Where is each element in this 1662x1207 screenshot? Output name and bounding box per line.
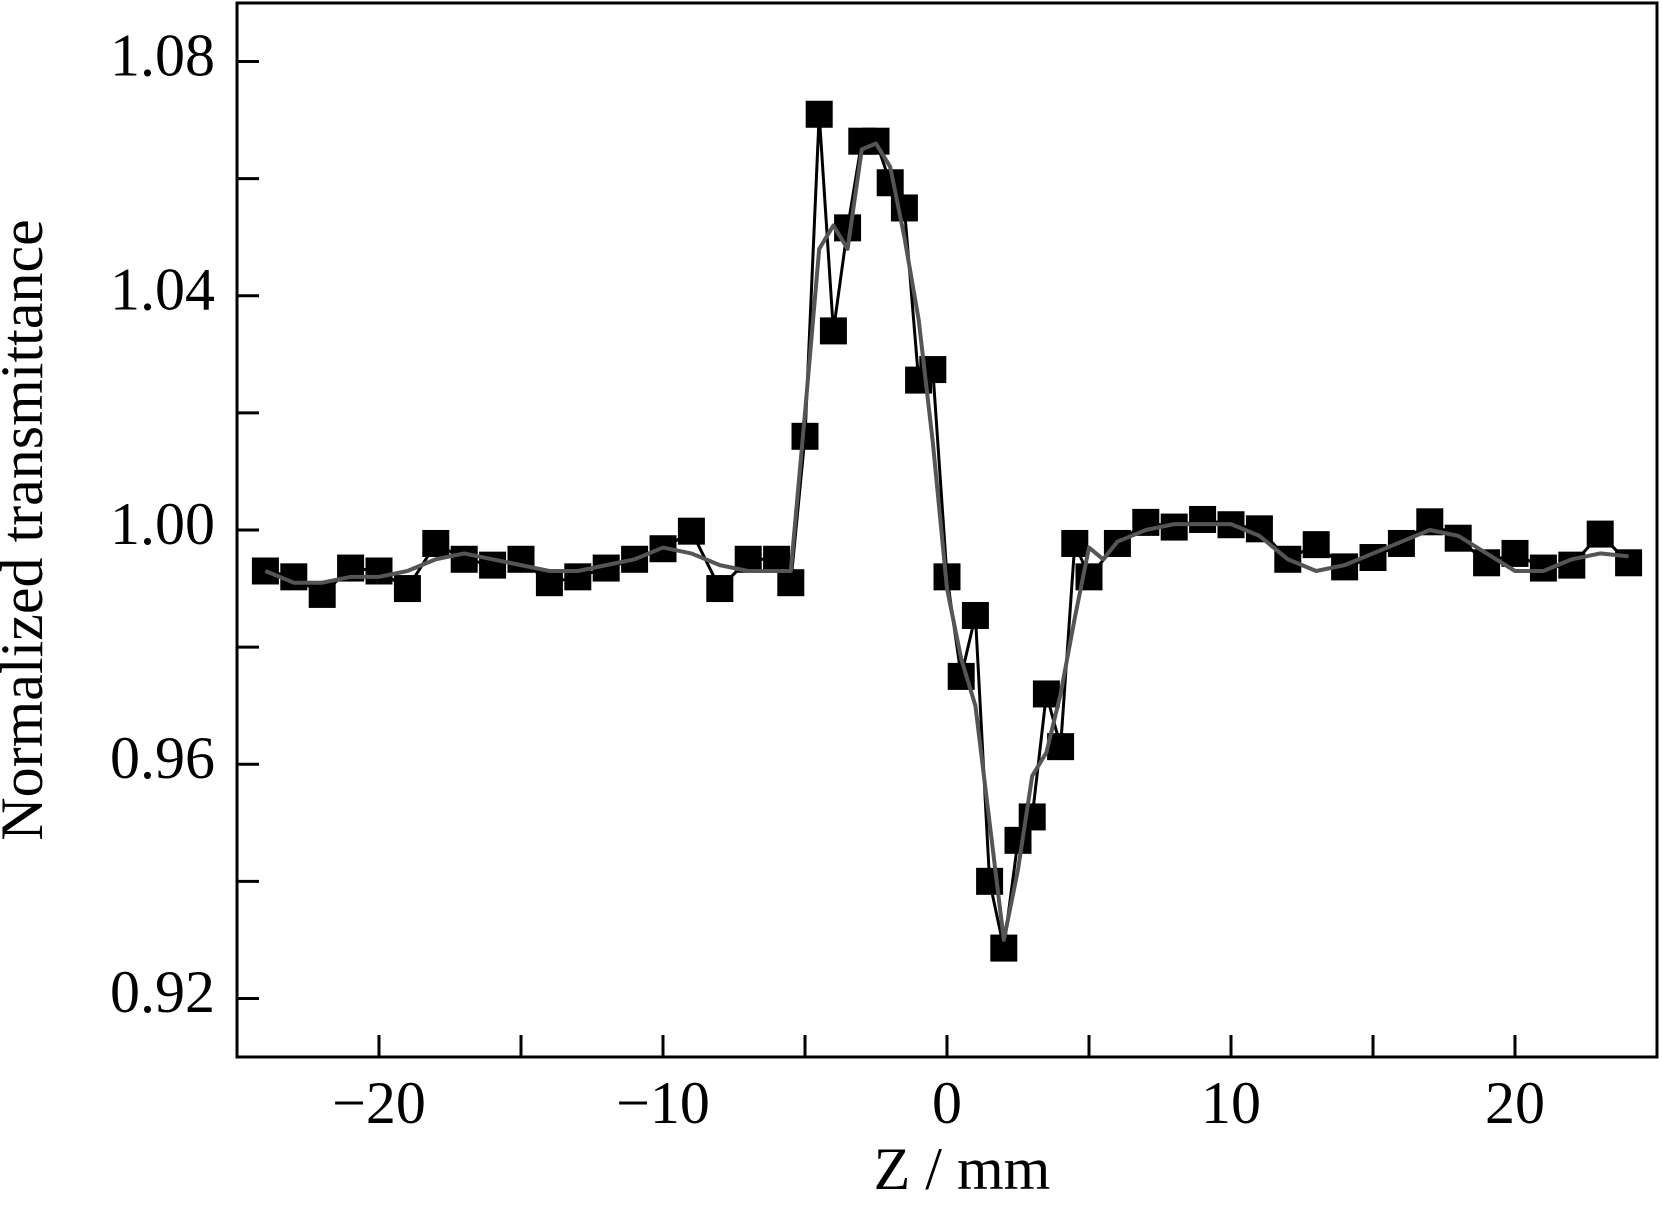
data-point <box>706 575 734 603</box>
data-point <box>308 580 336 608</box>
x-tick-label: −10 <box>616 1070 710 1136</box>
y-axis-label: Normalized transmittance <box>0 219 55 840</box>
data-point <box>450 545 478 573</box>
data-point <box>422 529 450 557</box>
data-point <box>1302 531 1330 559</box>
data-point <box>1061 529 1089 557</box>
data-point <box>365 557 393 585</box>
x-tick-label: 10 <box>1201 1070 1261 1136</box>
data-point <box>777 569 805 597</box>
data-point <box>862 127 890 155</box>
data-point <box>1004 826 1032 854</box>
data-point <box>819 317 847 345</box>
data-point <box>1586 520 1614 548</box>
data-point <box>805 100 833 128</box>
y-tick-label: 1.00 <box>110 491 215 557</box>
x-tick-label: −20 <box>332 1070 426 1136</box>
x-axis-label: Z / mm <box>874 1136 1051 1202</box>
data-point <box>1615 549 1643 577</box>
y-tick-label: 1.08 <box>110 22 215 88</box>
data-point <box>1189 505 1217 533</box>
data-point <box>1501 539 1529 567</box>
x-tick-label: 0 <box>932 1070 962 1136</box>
data-point <box>763 545 791 573</box>
data-point <box>961 601 989 629</box>
x-tick-label: 20 <box>1485 1070 1545 1136</box>
y-tick-label: 0.96 <box>110 725 215 791</box>
plot-frame <box>235 1 1659 1059</box>
y-tick-label: 1.04 <box>110 257 215 323</box>
data-point <box>1032 680 1060 708</box>
data-point <box>677 517 705 545</box>
series-line <box>264 141 1629 942</box>
data-point <box>535 569 563 597</box>
y-tick-label: 0.92 <box>110 959 215 1025</box>
data-point <box>393 575 421 603</box>
